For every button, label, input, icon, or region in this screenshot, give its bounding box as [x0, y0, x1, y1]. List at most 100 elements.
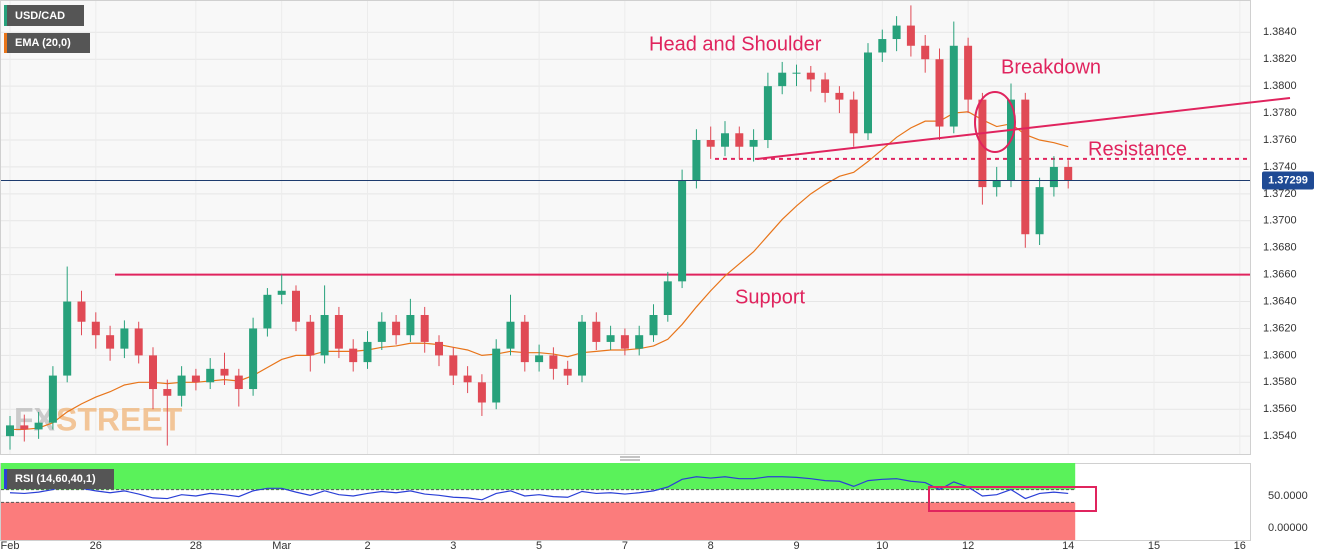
y-tick-label: 1.3540: [1263, 430, 1297, 442]
plot-layer: 1.3540 1.3560 1.3580 1.3600 1.3620 1.3640 1.36…: [1, 1, 1314, 552]
candle-body: [735, 133, 744, 147]
candle-body: [964, 45, 973, 100]
candle-body: [535, 355, 544, 363]
candle-body: [492, 348, 501, 403]
symbol-label: USD/CAD: [15, 10, 65, 22]
candle-body: [420, 315, 429, 342]
symbol-badge: [4, 5, 84, 26]
candle-body: [163, 389, 172, 396]
y-tick-label: 1.3640: [1263, 295, 1297, 307]
candle-body: [892, 25, 901, 40]
candle-body: [392, 321, 401, 336]
candle-body: [191, 375, 200, 383]
y-tick-label: 1.3820: [1263, 53, 1297, 65]
x-tick-label: 10: [876, 540, 888, 552]
candle-body: [106, 335, 115, 349]
candle-body: [134, 328, 143, 356]
candle-body: [249, 328, 258, 390]
upper-zone: [1, 463, 1076, 490]
y-tick-label: 1.3700: [1263, 215, 1297, 227]
y-tick-label: 1.3760: [1263, 134, 1297, 146]
candle-body: [721, 133, 729, 147]
y-tick-label: 1.3620: [1263, 322, 1297, 334]
y-tick-label: 1.3800: [1263, 80, 1297, 92]
candle-body: [792, 72, 801, 74]
candle-body: [48, 375, 57, 423]
rsi-line: [9, 476, 1069, 501]
candle-body: [678, 180, 687, 282]
candle-body: [463, 375, 472, 383]
candle-body: [806, 72, 815, 80]
candle-body: [149, 355, 157, 390]
candle-body: [320, 315, 329, 356]
breakdown-circle: [974, 91, 1016, 153]
candle-body: [620, 335, 629, 349]
candle-body: [706, 140, 715, 147]
candle-body: [449, 355, 458, 376]
candle-body: [206, 368, 215, 383]
y-tick-label: 1.3600: [1263, 349, 1297, 361]
candle-body: [749, 140, 758, 147]
lower-zone: [1, 502, 1076, 540]
rsi-label: RSI (14,60,40,1): [15, 473, 96, 485]
candle-body: [34, 422, 43, 430]
candle-body: [649, 315, 658, 336]
candle-body: [349, 348, 358, 363]
rsi-stripe: [4, 469, 7, 489]
candle-body: [1035, 187, 1044, 235]
candle-body: [120, 328, 129, 349]
candle-body: [906, 25, 915, 46]
annotation: Head and Shoulder: [649, 33, 822, 55]
x-tick-label: 26: [90, 540, 102, 552]
rsi-tick-label: 50.0000: [1268, 490, 1308, 502]
candle-body: [334, 315, 343, 349]
y-tick-label: 1.3660: [1263, 269, 1297, 281]
y-tick-label: 1.3720: [1263, 188, 1297, 200]
candle-body: [220, 368, 229, 376]
annotation: Support: [735, 286, 805, 308]
candle-body: [878, 39, 887, 53]
candle-body: [177, 375, 186, 396]
y-tick-label: 1.3840: [1263, 26, 1297, 38]
candle-body: [921, 45, 930, 60]
x-tick-label: 28: [190, 540, 202, 552]
y-tick-label: 1.3580: [1263, 376, 1297, 388]
x-tick-label: 3: [450, 540, 456, 552]
y-tick-label: 1.3740: [1263, 161, 1297, 173]
candle-body: [477, 382, 486, 403]
y-tick-label: 1.3780: [1263, 107, 1297, 119]
candle-body: [935, 59, 944, 127]
candle-body: [821, 79, 830, 93]
candle-body: [692, 140, 701, 181]
candle-body: [277, 290, 286, 295]
candle-body: [435, 341, 443, 356]
candle-body: [864, 52, 872, 134]
candle-body: [663, 281, 672, 315]
candle-body: [563, 368, 572, 376]
x-tick-label: 7: [622, 540, 628, 552]
y-tick-label: 1.3680: [1263, 242, 1297, 254]
x-tick-label: 9: [793, 540, 799, 552]
candle-body: [978, 99, 987, 188]
candle-body: [635, 335, 644, 349]
candle-body: [91, 321, 100, 336]
candle-body: [763, 86, 772, 140]
rsi-highlight: [928, 486, 1097, 512]
x-tick-label: Mar: [272, 540, 291, 552]
candle-body: [592, 321, 601, 342]
candle-body: [63, 301, 72, 376]
watermark: FX: [14, 401, 56, 437]
candle-body: [77, 301, 86, 322]
candle-body: [306, 321, 315, 356]
x-tick-label: 2: [364, 540, 370, 552]
annotation: Breakdown: [1001, 56, 1101, 78]
candle-body: [292, 290, 300, 322]
candle-body: [606, 335, 615, 342]
rsi-tick-label: 0.00000: [1268, 522, 1308, 534]
candle-body: [778, 72, 787, 87]
x-tick-label: 5: [536, 540, 542, 552]
candle-body: [949, 45, 958, 127]
candle-body: [506, 321, 515, 349]
annotation: Resistance: [1088, 138, 1187, 160]
